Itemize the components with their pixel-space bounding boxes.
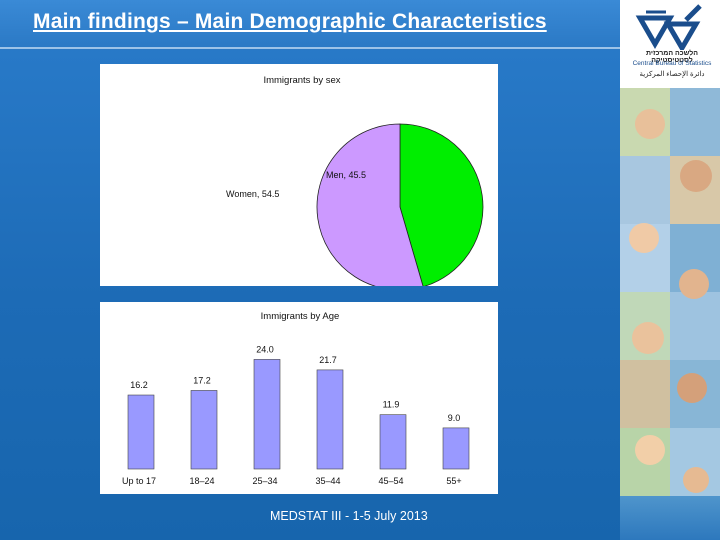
bar-category-label: 18–24: [189, 476, 214, 486]
slide-title: Main findings – Main Demographic Charact…: [33, 10, 547, 33]
cbs-logo-icon: [635, 4, 702, 50]
pie-chart-panel: Immigrants by sex Men, 45.5 Women, 54.5: [100, 64, 498, 286]
bar-category-label: 45–54: [378, 476, 403, 486]
bar-value-label: 11.9: [383, 400, 400, 410]
pie-slice-women: [316, 123, 424, 286]
logo-text-arabic: دائرة الإحصاء المركزية: [639, 71, 705, 78]
bar-category-label: Up to 17: [122, 476, 156, 486]
bar-category-label: 35–44: [315, 476, 340, 486]
bar-value-label: 24.0: [256, 344, 274, 354]
collage-image: [620, 88, 720, 496]
title-divider: [0, 47, 620, 49]
bar-value-label: 9.0: [448, 413, 461, 423]
bar-1: [190, 390, 218, 470]
bar-category-label: 25–34: [252, 476, 277, 486]
bar-chart-panel: Immigrants by Age 16.2 17.2 24.0 21.7 11.9 9.…: [100, 302, 498, 494]
logo-text-hebrew: הלשכה המרכזית לסטטיסטיקה: [646, 50, 698, 64]
bar-value-label: 16.2: [130, 380, 148, 390]
bar-5: [442, 427, 470, 470]
title-bar: Main findings – Main Demographic Charact…: [0, 0, 620, 50]
logo-text-english: Central Bureau of Statistics: [632, 60, 712, 67]
bar-3: [316, 369, 344, 470]
bar-0: [127, 394, 155, 470]
bar-value-label: 17.2: [193, 375, 211, 385]
bar-4: [379, 414, 407, 470]
pie-chart-title: Immigrants by sex: [263, 75, 340, 86]
bar-chart: Immigrants by Age 16.2 17.2 24.0 21.7 11.9 9.…: [122, 311, 470, 486]
pie-label-men: Men, 45.5: [326, 170, 366, 180]
pie-label-women: Women, 54.5: [226, 189, 279, 199]
logo-panel: הלשכה המרכזית לסטטיסטיקה Central Bureau …: [620, 0, 720, 88]
bar-chart-title: Immigrants by Age: [261, 311, 340, 322]
corner-decoration: [620, 496, 720, 540]
pie-slice-men: [399, 123, 484, 286]
pie-chart: Immigrants by sex Men, 45.5 Women, 54.5: [226, 75, 484, 286]
bar-value-label: 21.7: [319, 355, 337, 365]
footer-text: MEDSTAT III - 1-5 July 2013: [270, 509, 428, 523]
bar-category-label: 55+: [446, 476, 461, 486]
faces-puzzle-collage: [620, 88, 720, 496]
bar-2: [253, 359, 281, 470]
